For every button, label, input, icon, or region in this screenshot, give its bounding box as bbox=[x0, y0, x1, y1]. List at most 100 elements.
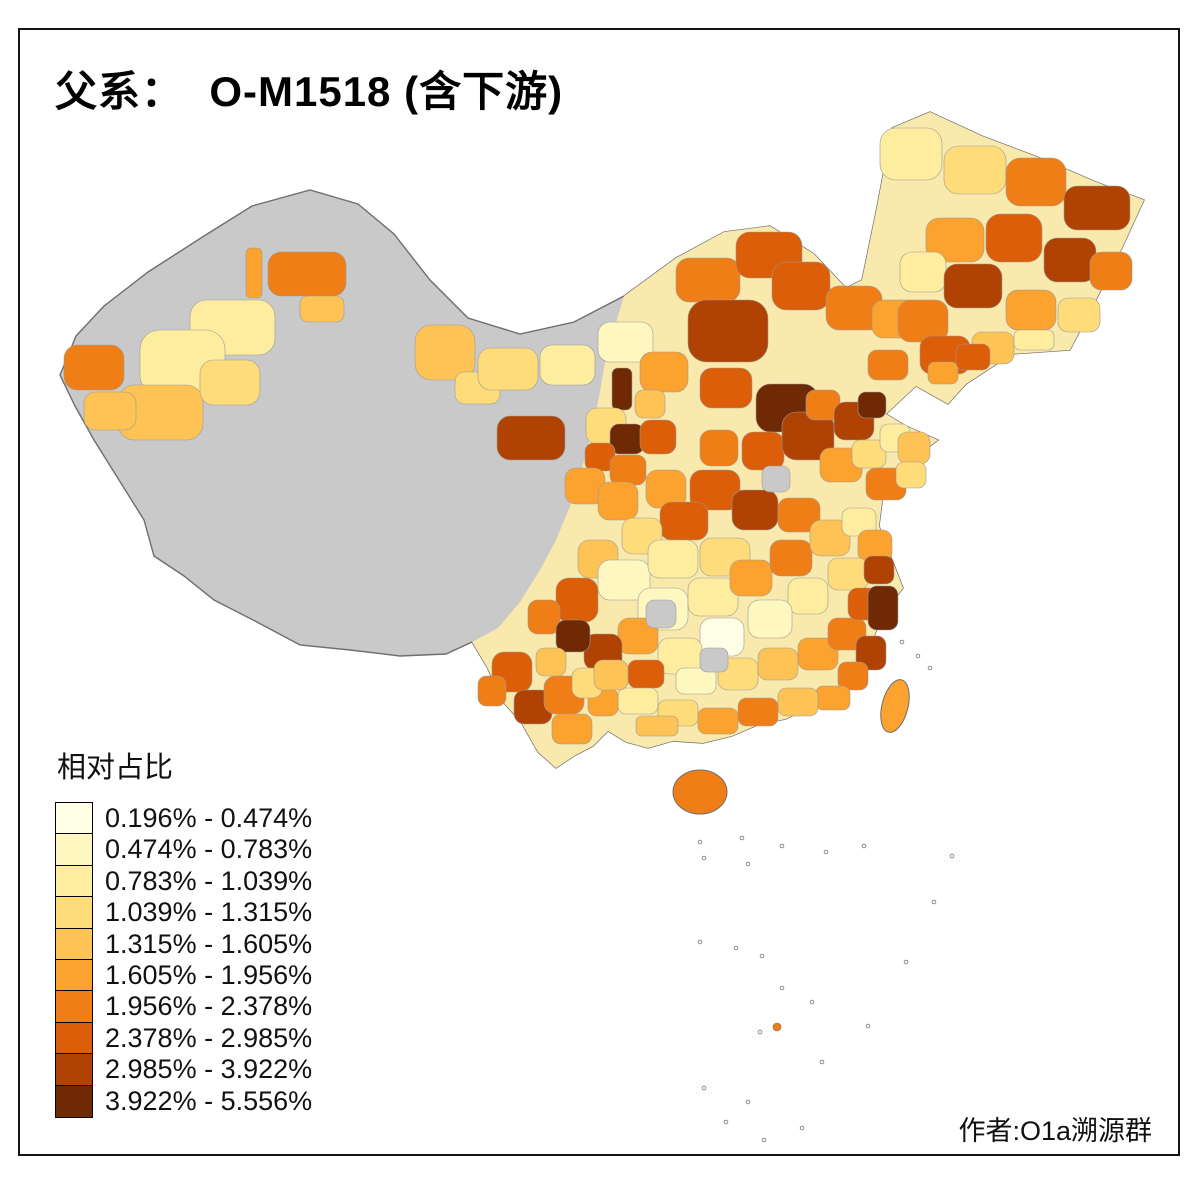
prefecture-region bbox=[769, 539, 813, 577]
legend-swatch bbox=[55, 1084, 93, 1118]
prefecture-region bbox=[955, 343, 991, 371]
prefecture-region bbox=[777, 497, 821, 533]
prefecture-region bbox=[687, 299, 769, 363]
legend-label: 1.315% - 1.605% bbox=[105, 928, 313, 959]
legend-swatch bbox=[55, 1053, 93, 1087]
prefecture-region bbox=[555, 619, 591, 653]
prefecture-region bbox=[927, 361, 959, 385]
prefecture-region bbox=[757, 647, 799, 681]
prefecture-region bbox=[551, 713, 593, 745]
prefecture-region bbox=[895, 461, 927, 489]
prefecture-region bbox=[611, 367, 633, 411]
prefecture-region bbox=[897, 431, 931, 465]
sea-islet-mark bbox=[949, 853, 955, 859]
legend-rows: 0.196% - 0.474% 0.474% - 0.783% 0.783% - 1… bbox=[55, 802, 312, 1118]
island-region bbox=[672, 769, 728, 815]
legend-swatch bbox=[55, 1021, 93, 1055]
prefecture-region bbox=[1089, 251, 1133, 291]
prefecture-region bbox=[597, 321, 654, 363]
prefecture-region bbox=[645, 599, 677, 629]
legend-row: 2.378% - 2.985% bbox=[55, 1021, 312, 1055]
legend-swatch bbox=[55, 896, 93, 930]
legend-row: 0.474% - 0.783% bbox=[55, 833, 313, 867]
prefecture-region bbox=[797, 637, 839, 671]
legend-swatch bbox=[55, 990, 93, 1024]
prefecture-region bbox=[731, 489, 779, 531]
sea-islet-mark bbox=[757, 1029, 763, 1035]
sea-islet-mark bbox=[931, 899, 937, 905]
sea-islet-mark bbox=[745, 861, 751, 867]
prefecture-region bbox=[777, 687, 819, 717]
prefecture-region bbox=[609, 454, 647, 486]
legend: 相对占比 0.196% - 0.474% 0.474% - 0.783% 0.783… bbox=[55, 744, 312, 1118]
prefecture-region bbox=[659, 501, 709, 541]
legend-label: 1.956% - 2.378% bbox=[105, 991, 313, 1022]
prefecture-region bbox=[851, 439, 887, 469]
sea-islet-mark bbox=[701, 855, 707, 861]
prefecture-region bbox=[867, 585, 899, 631]
author-credit: 作者:O1a溯源群 bbox=[958, 1116, 1152, 1146]
sea-islet-region bbox=[772, 1022, 782, 1032]
prefecture-region bbox=[741, 431, 785, 471]
prefecture-region bbox=[627, 659, 665, 689]
sea-islet-mark bbox=[761, 1137, 767, 1143]
prefecture-region bbox=[593, 659, 629, 691]
legend-label: 1.039% - 1.315% bbox=[105, 897, 313, 928]
prefecture-region bbox=[496, 415, 566, 461]
prefecture-region bbox=[1013, 329, 1055, 351]
prefecture-region bbox=[699, 429, 739, 467]
legend-row: 0.196% - 0.474% bbox=[55, 802, 312, 835]
prefecture-region bbox=[699, 367, 753, 409]
prefecture-region bbox=[555, 577, 599, 623]
prefecture-region bbox=[1063, 185, 1131, 231]
prefecture-region bbox=[747, 599, 793, 639]
prefecture-region bbox=[1043, 237, 1097, 283]
island-region bbox=[880, 679, 910, 733]
sea-islet-mark bbox=[799, 1125, 805, 1131]
legend-label: 0.474% - 0.783% bbox=[105, 834, 313, 865]
prefecture-region bbox=[879, 127, 943, 181]
prefecture-region bbox=[597, 559, 651, 601]
prefecture-region bbox=[863, 555, 895, 585]
sea-islet-mark bbox=[759, 953, 765, 959]
prefecture-region bbox=[477, 347, 539, 391]
legend-label: 0.196% - 0.474% bbox=[105, 803, 313, 833]
prefecture-region bbox=[687, 577, 739, 617]
sea-islet-mark bbox=[809, 999, 815, 1005]
island-regions bbox=[672, 679, 910, 815]
legend-label: 1.605% - 1.956% bbox=[105, 960, 313, 991]
prefecture-region bbox=[697, 707, 739, 735]
prefecture-region bbox=[617, 617, 659, 655]
sea-islet-mark bbox=[903, 959, 909, 965]
prefecture-region bbox=[985, 213, 1043, 263]
prefecture-region bbox=[267, 251, 347, 297]
prefecture-region bbox=[827, 557, 869, 591]
prefecture-region bbox=[527, 599, 561, 635]
south-china-sea-islands bbox=[697, 639, 955, 1143]
prefecture-region bbox=[647, 539, 699, 579]
prefecture-region bbox=[477, 675, 507, 707]
sea-islet-mark bbox=[779, 843, 785, 849]
prefecture-region bbox=[1057, 297, 1101, 333]
prefecture-region bbox=[539, 344, 596, 386]
legend-swatch bbox=[55, 864, 93, 898]
prefecture-region bbox=[83, 391, 137, 431]
prefecture-region bbox=[597, 481, 639, 521]
sea-islet-mark bbox=[865, 1023, 871, 1029]
prefecture-region bbox=[635, 715, 679, 737]
sea-islet-mark bbox=[697, 839, 703, 845]
legend-row: 1.956% - 2.378% bbox=[55, 990, 313, 1024]
region-patches bbox=[63, 127, 1133, 745]
legend-swatch bbox=[55, 927, 93, 961]
prefecture-region bbox=[787, 577, 829, 615]
prefecture-region bbox=[245, 247, 263, 299]
prefecture-region bbox=[943, 263, 1003, 309]
sea-islet-mark bbox=[861, 843, 867, 849]
prefecture-region bbox=[925, 217, 985, 263]
legend-swatch bbox=[55, 959, 93, 993]
prefecture-region bbox=[639, 351, 689, 393]
prefecture-region bbox=[639, 419, 677, 455]
prefecture-region bbox=[855, 635, 887, 671]
sea-islet-mark bbox=[779, 985, 785, 991]
legend-swatch bbox=[55, 802, 93, 835]
